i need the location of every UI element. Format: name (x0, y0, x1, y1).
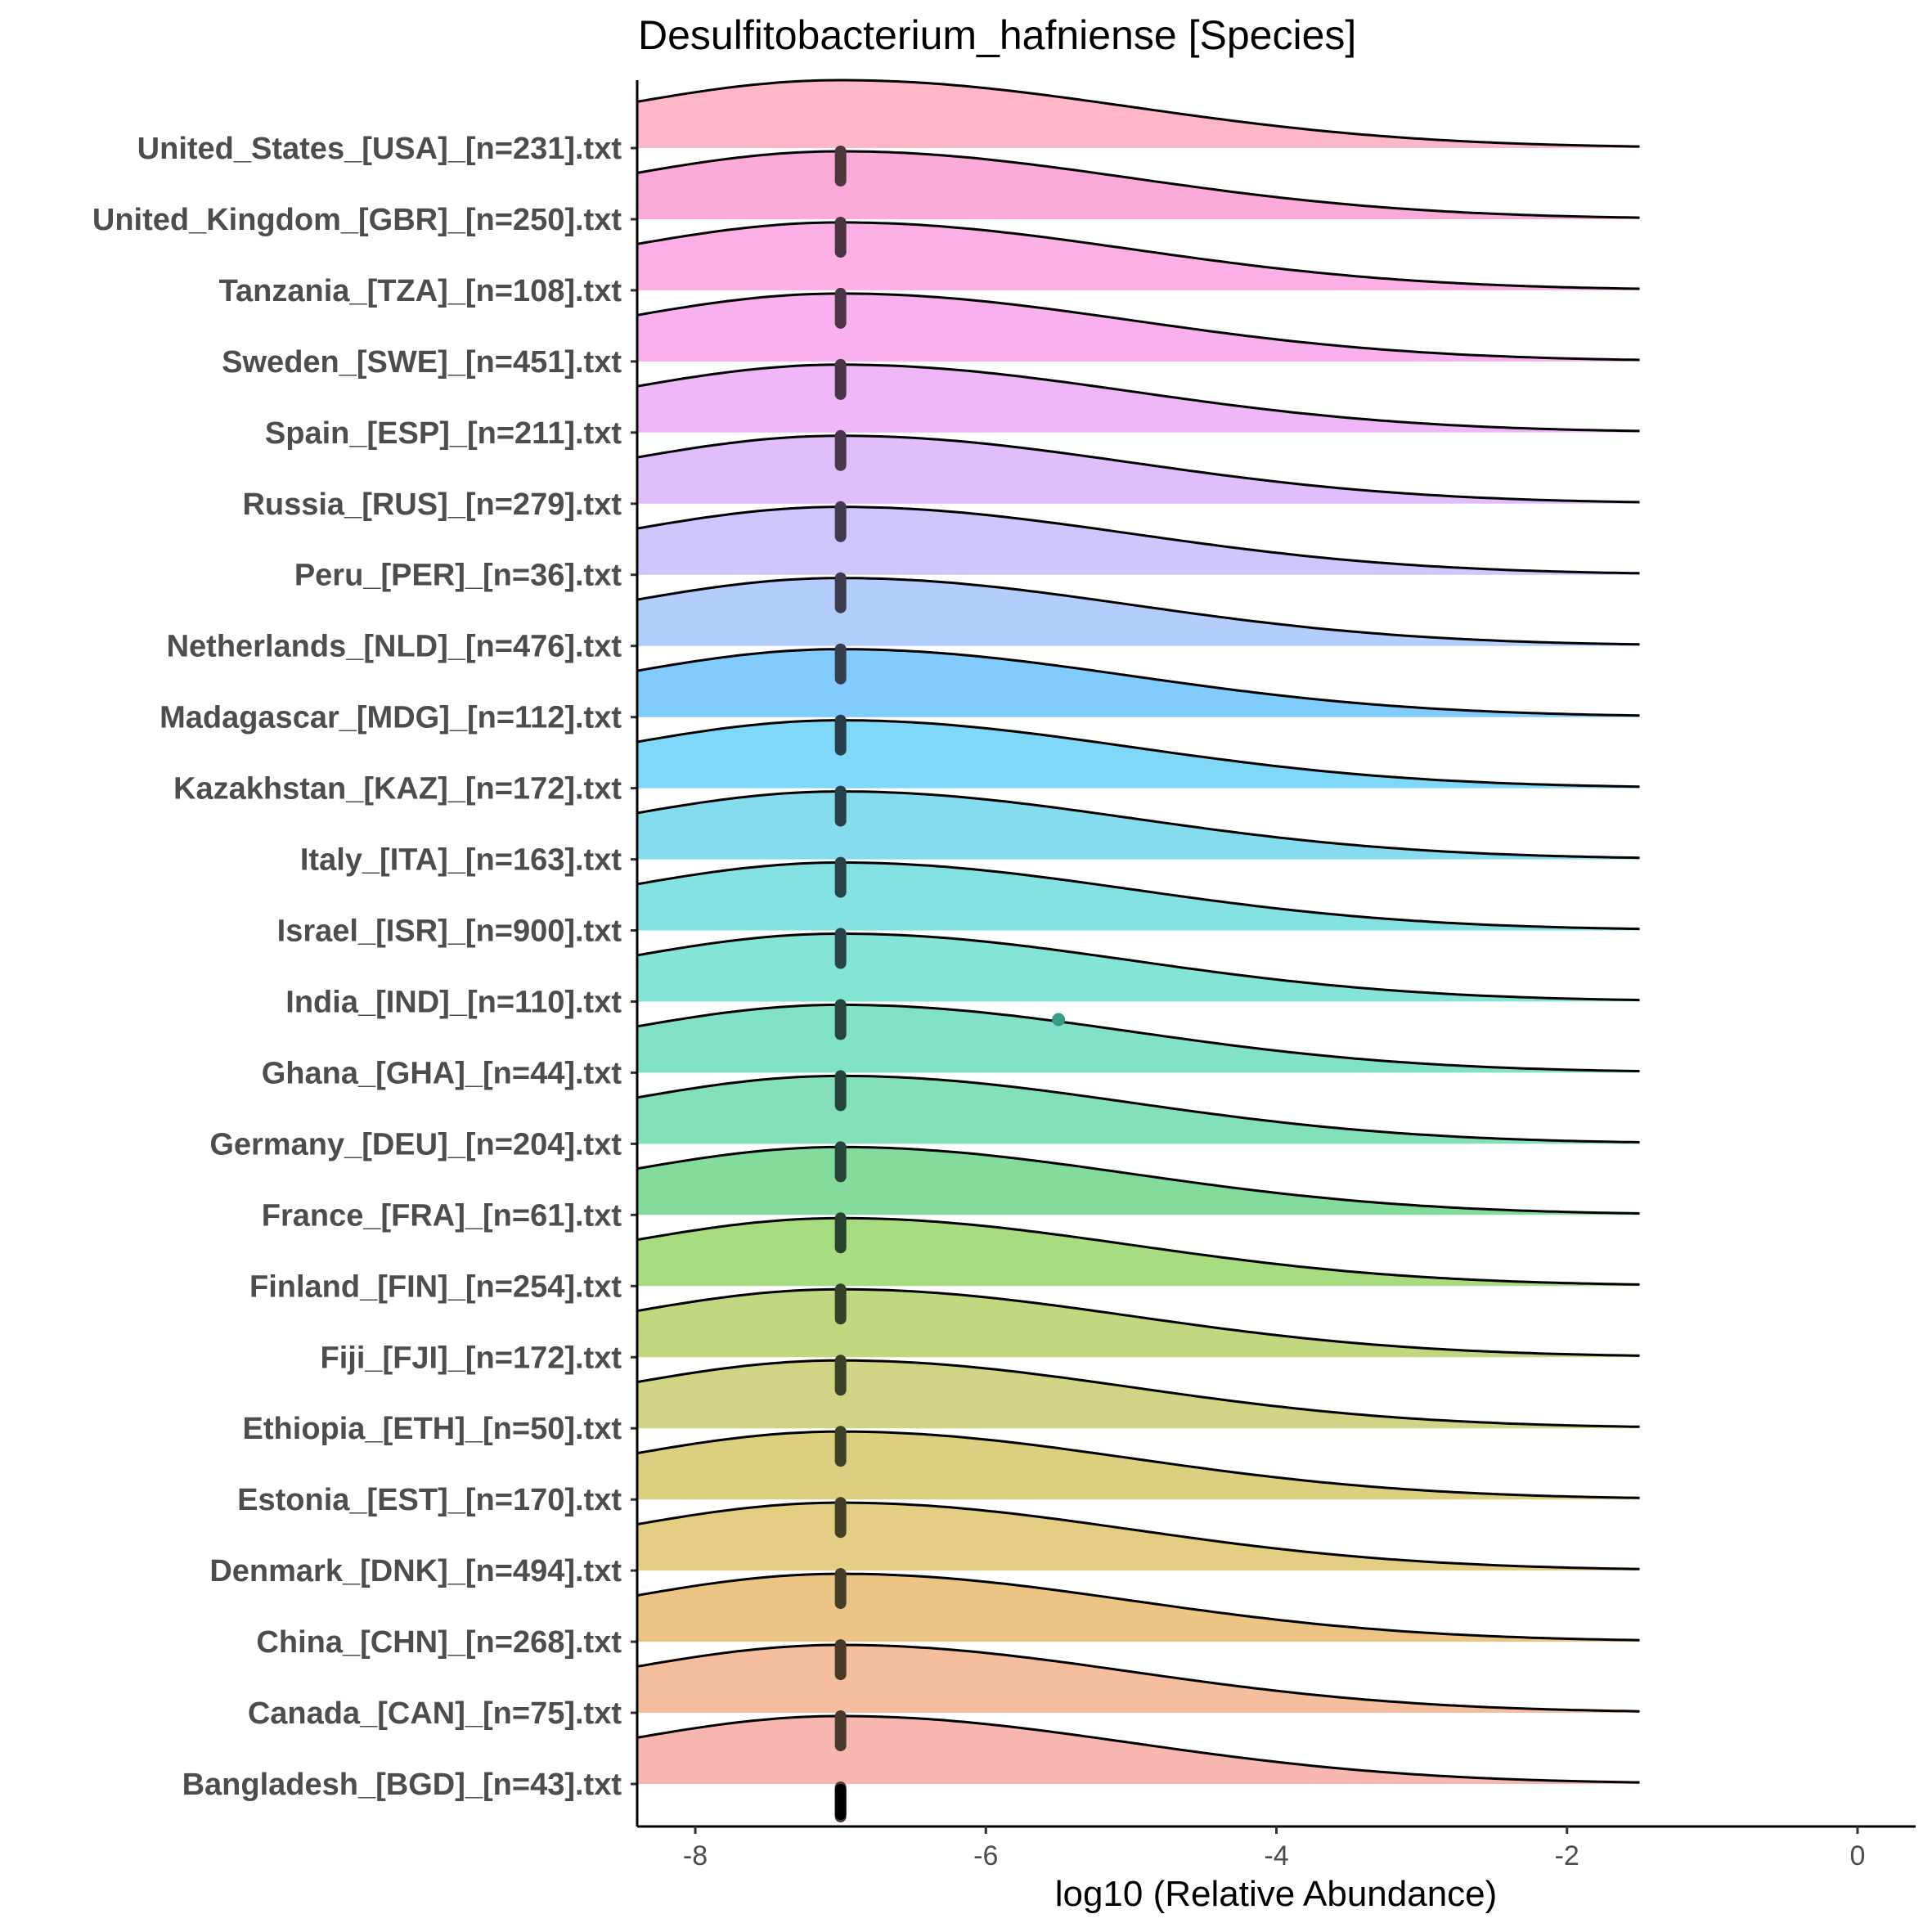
ridge-fill (637, 933, 1640, 1002)
x-tick-label: -4 (1264, 1840, 1288, 1871)
y-tick-label: Bangladesh_[BGD]_[n=43].txt (182, 1768, 622, 1802)
medians-layer (834, 146, 1066, 1822)
y-tick-label: Tanzania_[TZA]_[n=108].txt (219, 274, 622, 308)
y-tick-label: Peru_[PER]_[n=36].txt (294, 559, 622, 593)
x-tick-label: -2 (1555, 1840, 1579, 1871)
ridge-fill (637, 80, 1640, 148)
ridge-fill (637, 1218, 1640, 1287)
ridge-fill (637, 649, 1640, 717)
y-tick-label: Finland_[FIN]_[n=254].txt (249, 1269, 622, 1304)
ridge-line (636, 1074, 1640, 1143)
y-tick-label: Ghana_[GHA]_[n=44].txt (262, 1056, 622, 1090)
y-tick-label: Russia_[RUS]_[n=279].txt (242, 487, 622, 522)
ridge-fill (637, 1004, 1640, 1073)
ridge-line (636, 932, 1640, 1002)
x-axis-ticks: -8 -6 -4 -2 0 (683, 1826, 1865, 1871)
x-tick-label: -6 (973, 1840, 998, 1871)
y-tick-label: Canada_[CAN]_[n=75].txt (248, 1696, 622, 1731)
ridge-line (636, 1501, 1640, 1570)
ridge-fill (637, 1716, 1640, 1784)
ridge-line (636, 648, 1640, 717)
ridge-line (636, 719, 1640, 789)
ridge-line (636, 79, 1640, 148)
y-tick-label: Ethiopia_[ETH]_[n=50].txt (243, 1412, 622, 1446)
y-tick-label: United_Kingdom_[GBR]_[n=250].txt (92, 203, 622, 237)
ridge-fill (637, 1574, 1640, 1642)
ridge-fill (637, 435, 1640, 504)
y-tick-label: Germany_[DEU]_[n=204].txt (209, 1127, 622, 1161)
ridge-fill (637, 506, 1640, 575)
ridge-fill (637, 1431, 1640, 1500)
ridges-layer (636, 79, 1640, 1784)
ridge-line (636, 1003, 1640, 1072)
ridge-line (636, 1216, 1640, 1286)
y-tick-label: Madagascar_[MDG]_[n=112].txt (160, 701, 622, 735)
y-tick-label: Estonia_[EST]_[n=170].txt (237, 1483, 622, 1517)
y-tick-label: Denmark_[DNK]_[n=494].txt (209, 1554, 622, 1588)
ridge-fill (637, 1289, 1640, 1358)
ridge-fill (637, 1147, 1640, 1215)
y-tick-label: Sweden_[SWE]_[n=451].txt (222, 345, 622, 380)
x-tick-label: -8 (683, 1840, 708, 1871)
ridge-line (636, 292, 1640, 362)
y-tick-label: Spain_[ESP]_[n=211].txt (265, 416, 622, 451)
ridge-fill (637, 1076, 1640, 1144)
chart-title: Desulfitobacterium_hafniense [Species] (638, 12, 1356, 58)
ridge-line (636, 1714, 1640, 1784)
ridge-line (636, 434, 1640, 504)
ridge-fill (637, 151, 1640, 219)
y-tick-label: United_States_[USA]_[n=231].txt (137, 132, 622, 166)
outlier-point (1052, 1013, 1066, 1027)
y-tick-label: Israel_[ISR]_[n=900].txt (277, 914, 622, 949)
ridge-line (636, 577, 1640, 646)
y-tick-label: China_[CHN]_[n=268].txt (256, 1625, 622, 1660)
ridge-line (636, 363, 1640, 433)
ridge-line (636, 1359, 1640, 1428)
y-axis-labels: United_States_[USA]_[n=231].txt United_Ki… (92, 132, 637, 1802)
ridge-fill (637, 577, 1640, 646)
ridge-fill (637, 222, 1640, 290)
ridge-fill (637, 1503, 1640, 1571)
ridge-fill (637, 791, 1640, 860)
ridge-line (636, 1287, 1640, 1357)
ridge-line (636, 861, 1640, 931)
ridge-line (636, 505, 1640, 575)
ridge-fill (637, 1645, 1640, 1713)
ridge-fill (637, 720, 1640, 789)
y-tick-label: India_[IND]_[n=110].txt (285, 986, 622, 1020)
ridge-fill (637, 862, 1640, 931)
ridge-line (636, 790, 1640, 860)
ridge-fill (637, 293, 1640, 362)
x-tick-label: 0 (1849, 1840, 1865, 1871)
ridge-line (636, 221, 1640, 290)
ridge-line (636, 1572, 1640, 1642)
ridge-fill (637, 364, 1640, 433)
y-tick-label: Netherlands_[NLD]_[n=476].txt (167, 630, 622, 664)
ridge-line (636, 1643, 1640, 1713)
y-tick-label: Fiji_[FJI]_[n=172].txt (321, 1341, 622, 1375)
x-axis-label: log10 (Relative Abundance) (1055, 1874, 1498, 1914)
y-tick-label: Kazakhstan_[KAZ]_[n=172].txt (173, 772, 622, 806)
y-tick-label: Italy_[ITA]_[n=163].txt (300, 843, 622, 878)
ridge-line (636, 1145, 1640, 1215)
ridge-line (636, 1430, 1640, 1499)
y-tick-label: France_[FRA]_[n=61].txt (262, 1198, 622, 1233)
ridge-fill (637, 1360, 1640, 1429)
ridge-line (636, 150, 1640, 219)
